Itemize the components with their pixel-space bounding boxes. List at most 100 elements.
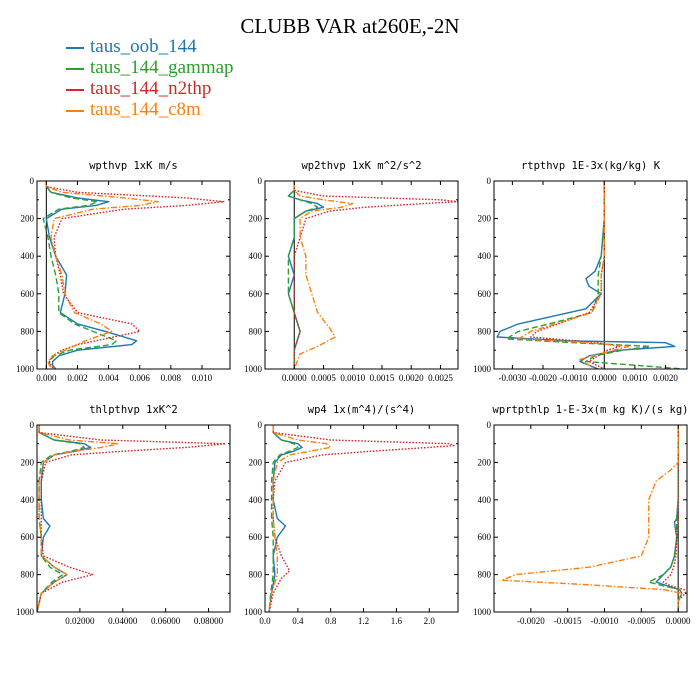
y-tick-label: 200 xyxy=(478,457,492,467)
series-line-taus_144_n2thp xyxy=(37,425,227,612)
y-tick-label: 800 xyxy=(249,326,263,336)
series-group xyxy=(268,425,455,612)
chart-panel: 0 200 400 600 800 1000 -0.0030 -0.0020 -0.0010 0.… xyxy=(473,160,688,383)
plot-frame xyxy=(264,424,459,613)
legend-swatch-icon xyxy=(66,109,84,112)
y-tick-label: 400 xyxy=(478,495,492,505)
y-tick-label: 600 xyxy=(249,532,263,542)
legend-item-taus-oob-144: taus_oob_144 xyxy=(66,36,234,57)
x-tick-label: 0.4 xyxy=(292,616,304,626)
y-tick-label: 600 xyxy=(478,532,492,542)
series-line-taus_144_n2thp xyxy=(268,425,455,612)
x-tick-label: 0.08000 xyxy=(194,616,224,626)
x-tick-label: 0.0010 xyxy=(340,373,365,383)
y-tick-label: 400 xyxy=(21,495,35,505)
x-tick-label: -0.0030 xyxy=(499,373,527,383)
x-tick-label: 0.004 xyxy=(98,373,119,383)
y-tick-label: 800 xyxy=(478,326,492,336)
y-tick-label: 800 xyxy=(249,570,263,580)
x-tick-label: 0.0015 xyxy=(370,373,395,383)
panel-title: wpthvp 1xK m/s xyxy=(89,160,178,172)
y-tick-label: 1000 xyxy=(16,607,35,617)
y-tick-label: 1000 xyxy=(244,607,263,617)
x-tick-label: 0.010 xyxy=(192,373,213,383)
series-line-taus_144_gammap xyxy=(42,181,118,369)
series-line-taus_144_gammap xyxy=(37,425,85,612)
chart-panel: 0 200 400 600 800 1000 -0.0020 -0.0015 -0.0010 -0… xyxy=(473,404,691,626)
y-tick-label: 200 xyxy=(21,457,35,467)
panel-title: rtpthvp 1E-3x(kg/kg) K xyxy=(521,160,661,172)
x-tick-label: 0.002 xyxy=(67,373,87,383)
x-tick-label: 0.0005 xyxy=(311,373,336,383)
series-line-taus_oob_144 xyxy=(45,181,138,369)
y-tick-label: 600 xyxy=(249,289,263,299)
series-line-taus_144_n2thp xyxy=(45,181,225,369)
series-line-taus_144_n2thp xyxy=(662,425,687,612)
x-tick-label: 0.06000 xyxy=(151,616,181,626)
y-tick-label: 1000 xyxy=(16,364,35,374)
x-tick-label: 0.0000 xyxy=(666,616,691,626)
y-tick-label: 600 xyxy=(21,289,35,299)
series-line-taus_144_n2thp xyxy=(293,181,458,369)
series-line-taus_144_gammap xyxy=(505,181,684,369)
legend-label: taus_144_gammap xyxy=(90,57,234,78)
series-line-taus_144_gammap xyxy=(648,425,683,612)
y-tick-label: 400 xyxy=(249,251,263,261)
chart-panel: 0 200 400 600 800 1000 0.02000 0.04000 0.06000 0.… xyxy=(16,404,231,626)
legend-swatch-icon xyxy=(66,46,84,49)
x-tick-label: 0.0000 xyxy=(282,373,307,383)
series-line-taus_144_c8m xyxy=(45,181,160,369)
series-line-taus_oob_144 xyxy=(496,181,676,369)
y-tick-label: 200 xyxy=(249,214,263,224)
y-tick-label: 0 xyxy=(487,176,492,186)
y-tick-label: 1000 xyxy=(244,364,263,374)
legend-item-taus-144-n2thp: taus_144_n2thp xyxy=(66,78,234,99)
y-tick-label: 1000 xyxy=(473,607,492,617)
y-tick-label: 200 xyxy=(249,457,263,467)
x-tick-label: 0.000 xyxy=(36,373,57,383)
series-group xyxy=(42,181,225,369)
y-tick-label: 400 xyxy=(478,251,492,261)
y-tick-label: 600 xyxy=(478,289,492,299)
x-tick-label: 0.04000 xyxy=(108,616,138,626)
legend-label: taus_144_c8m xyxy=(90,99,201,120)
panel-title: wprtpthlp 1-E-3x(m kg K)/(s kg) xyxy=(493,404,689,416)
plot-frame xyxy=(493,424,688,613)
x-tick-label: 1.6 xyxy=(391,616,403,626)
x-tick-label: -0.0010 xyxy=(560,373,588,383)
legend-item-taus-144-c8m: taus_144_c8m xyxy=(66,99,234,120)
panel-title: thlpthvp 1xK^2 xyxy=(89,404,178,416)
y-tick-label: 0 xyxy=(258,176,263,186)
y-tick-label: 0 xyxy=(258,420,263,430)
x-tick-label: 0.0020 xyxy=(653,373,678,383)
y-tick-label: 800 xyxy=(478,570,492,580)
x-tick-label: -0.0010 xyxy=(591,616,619,626)
series-line-taus_144_gammap xyxy=(268,425,299,612)
series-group xyxy=(500,425,687,612)
x-tick-label: 0.0010 xyxy=(623,373,648,383)
legend-item-taus-144-gammap: taus_144_gammap xyxy=(66,57,234,78)
x-tick-label: 0.008 xyxy=(161,373,182,383)
series-group xyxy=(496,181,684,369)
y-tick-label: 400 xyxy=(21,251,35,261)
series-line-taus_144_c8m xyxy=(268,425,332,612)
y-tick-label: 1000 xyxy=(473,364,492,374)
y-tick-label: 0 xyxy=(487,420,492,430)
y-tick-label: 800 xyxy=(21,570,35,580)
x-tick-label: -0.0020 xyxy=(529,373,557,383)
x-tick-label: 0.0000 xyxy=(592,373,617,383)
x-tick-label: 0.0025 xyxy=(428,373,453,383)
y-tick-label: 0 xyxy=(30,420,35,430)
y-tick-label: 800 xyxy=(21,326,35,336)
legend-label: taus_144_n2thp xyxy=(90,78,212,99)
x-tick-label: 0.0 xyxy=(259,616,271,626)
x-tick-label: -0.0005 xyxy=(627,616,655,626)
x-tick-label: 0.006 xyxy=(130,373,151,383)
legend-swatch-icon xyxy=(66,67,84,70)
x-tick-label: 0.0020 xyxy=(399,373,424,383)
y-tick-label: 0 xyxy=(30,176,35,186)
legend: taus_oob_144 taus_144_gammap taus_144_n2… xyxy=(66,36,234,120)
